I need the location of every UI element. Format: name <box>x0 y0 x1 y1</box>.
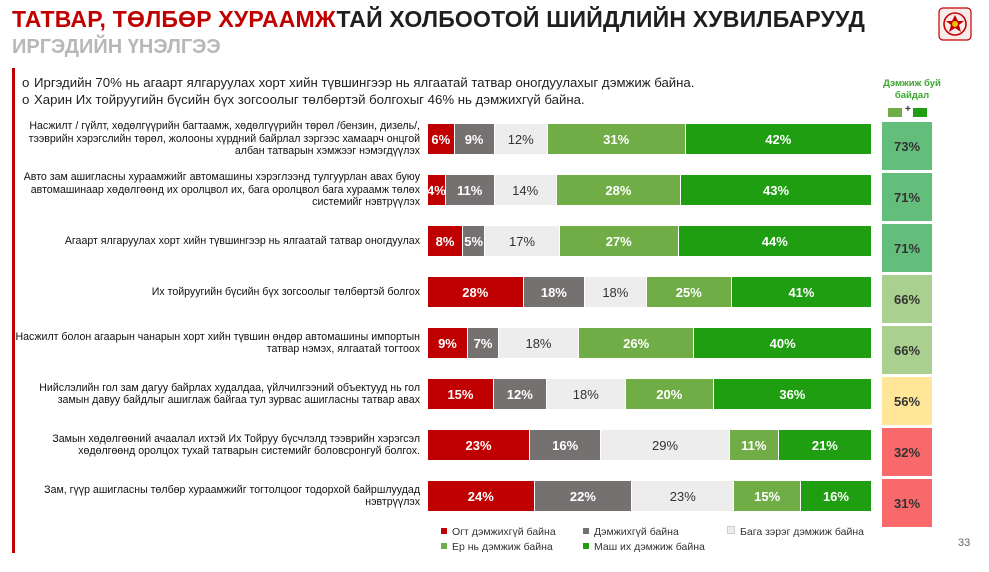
row-label: Насжилт / гүйлт, хөдөлгүүрийн багтаамж, … <box>28 120 420 158</box>
bar-segment-strong-support: 16% <box>800 481 871 511</box>
support-swatch-dark <box>913 108 927 117</box>
bar-segment-neutral: 18% <box>499 328 578 358</box>
bar-segment-strong-support: 42% <box>685 124 871 154</box>
bar-segment-oppose: 9% <box>454 124 494 154</box>
finding-1-text: Иргэдийн 70% нь агаарт ялгаруулах хорт х… <box>34 75 695 90</box>
emblem-icon <box>938 7 972 41</box>
bar-segment-oppose: 7% <box>467 328 499 358</box>
legend-swatch <box>583 543 589 549</box>
finding-2: o Харин Их тойруугийн бүсийн бүх зогсоолы… <box>22 91 694 108</box>
legend-item: Огт дэмжихгүй байна <box>441 526 556 538</box>
legend-swatch <box>441 528 447 534</box>
page-title: ТАТВАР, ТӨЛБӨР ХУРААМЖТАЙ ХОЛБООТОЙ ШИЙД… <box>12 6 865 33</box>
bar-segment-neutral: 18% <box>546 379 625 409</box>
legend-label: Дэмжихгүй байна <box>594 526 679 538</box>
bar-segment-oppose: 16% <box>530 430 601 460</box>
bar-segment-oppose: 5% <box>463 226 485 256</box>
bar-segment-neutral: 23% <box>632 481 734 511</box>
row-label: Авто зам ашигласны хураамжийг автомашины… <box>23 171 420 209</box>
title-dark-part: ТАЙ ХОЛБООТОЙ ШИЙДЛИЙН ХУВИЛБАРУУД <box>336 6 866 32</box>
legend-swatch <box>441 543 447 549</box>
row-label: Зам, гүүр ашигласны төлбөр хураамжийг то… <box>44 483 420 509</box>
finding-2-text: Харин Их тойруугийн бүсийн бүх зогсоолыг… <box>34 92 585 107</box>
row-label: Агаарт ялгаруулах хорт хийн түвшингээр н… <box>64 234 420 247</box>
bar-segment-support: 31% <box>547 124 685 154</box>
bar-segment-strong-oppose: 9% <box>428 328 467 358</box>
legend-item: Ер нь дэмжиж байна <box>441 541 553 553</box>
bar-segment-strong-oppose: 24% <box>428 481 534 511</box>
support-score: 71% <box>882 173 932 221</box>
legend-swatch <box>727 526 735 534</box>
bar-segment-support: 20% <box>625 379 713 409</box>
bar-segment-support: 28% <box>556 175 681 205</box>
support-swatch-plus: + <box>905 104 911 115</box>
support-score: 31% <box>882 479 932 527</box>
bar-segment-support: 26% <box>578 328 694 358</box>
title-red-part: ТАТВАР, ТӨЛБӨР ХУРААМЖ <box>12 6 337 32</box>
row-label: Замын хөдөлгөөний ачаалал ихтэй Их Тойру… <box>52 432 420 458</box>
bar-segment-support: 25% <box>646 277 731 307</box>
bar-segment-strong-oppose: 23% <box>428 430 530 460</box>
support-score: 66% <box>882 326 932 374</box>
row-label: Насжилт болон агаарын чанарын хорт хийн … <box>15 330 420 356</box>
support-swatch-light <box>888 108 902 117</box>
bar-segment-oppose: 12% <box>493 379 546 409</box>
legend-swatch <box>583 528 589 534</box>
finding-1: o Иргэдийн 70% нь агаарт ялгаруулах хорт … <box>22 74 694 91</box>
bar-segment-oppose: 11% <box>445 175 494 205</box>
support-score: 56% <box>882 377 932 425</box>
bullet-marker: o <box>22 92 30 107</box>
support-score: 71% <box>882 224 932 272</box>
key-findings: o Иргэдийн 70% нь агаарт ялгаруулах хорт … <box>22 74 694 108</box>
bar-segment-support: 27% <box>559 226 678 256</box>
support-score: 73% <box>882 122 932 170</box>
bar-segment-neutral: 29% <box>601 430 729 460</box>
bar-segment-strong-support: 21% <box>778 430 871 460</box>
bar-segment-neutral: 14% <box>494 175 556 205</box>
bar-segment-oppose: 22% <box>534 481 632 511</box>
support-header: Дэмжиж буй байдал <box>883 78 941 101</box>
row-label: Нийслэлийн гол зам дагуу байрлах худалда… <box>39 381 420 407</box>
legend-item: Бага зэрэг дэмжиж байна <box>727 526 864 538</box>
bullet-marker: o <box>22 75 30 90</box>
bar-segment-neutral: 17% <box>485 226 559 256</box>
legend-label: Маш их дэмжиж байна <box>594 541 705 553</box>
bar-segment-oppose: 18% <box>523 277 585 307</box>
support-score: 66% <box>882 275 932 323</box>
bar-segment-strong-oppose: 6% <box>428 124 454 154</box>
legend-item: Маш их дэмжиж байна <box>583 541 705 553</box>
bar-segment-strong-support: 40% <box>694 328 871 358</box>
bar-segment-strong-oppose: 8% <box>428 226 463 256</box>
row-label: Их тойруугийн бүсийн бүх зогсоолыг төлбө… <box>151 285 420 298</box>
bar-segment-support: 15% <box>734 481 800 511</box>
bar-segment-strong-oppose: 4% <box>428 175 445 205</box>
page-number: 33 <box>958 537 971 549</box>
bar-segment-strong-support: 44% <box>678 226 871 256</box>
page-subtitle: ИРГЭДИЙН ҮНЭЛГЭЭ <box>12 36 221 58</box>
bar-segment-strong-support: 41% <box>731 277 871 307</box>
bar-segment-neutral: 12% <box>494 124 547 154</box>
bar-segment-strong-support: 36% <box>713 379 871 409</box>
bar-segment-support: 11% <box>729 430 778 460</box>
bar-segment-neutral: 18% <box>585 277 646 307</box>
legend-item: Дэмжихгүй байна <box>583 526 679 538</box>
bar-segment-strong-support: 43% <box>681 175 871 205</box>
legend-label: Бага зэрэг дэмжиж байна <box>740 526 864 538</box>
bar-segment-strong-oppose: 28% <box>428 277 523 307</box>
accent-rule <box>12 68 15 553</box>
bar-segment-strong-oppose: 15% <box>428 379 493 409</box>
support-score: 32% <box>882 428 932 476</box>
legend-label: Ер нь дэмжиж байна <box>452 541 553 553</box>
legend-label: Огт дэмжихгүй байна <box>452 526 556 538</box>
